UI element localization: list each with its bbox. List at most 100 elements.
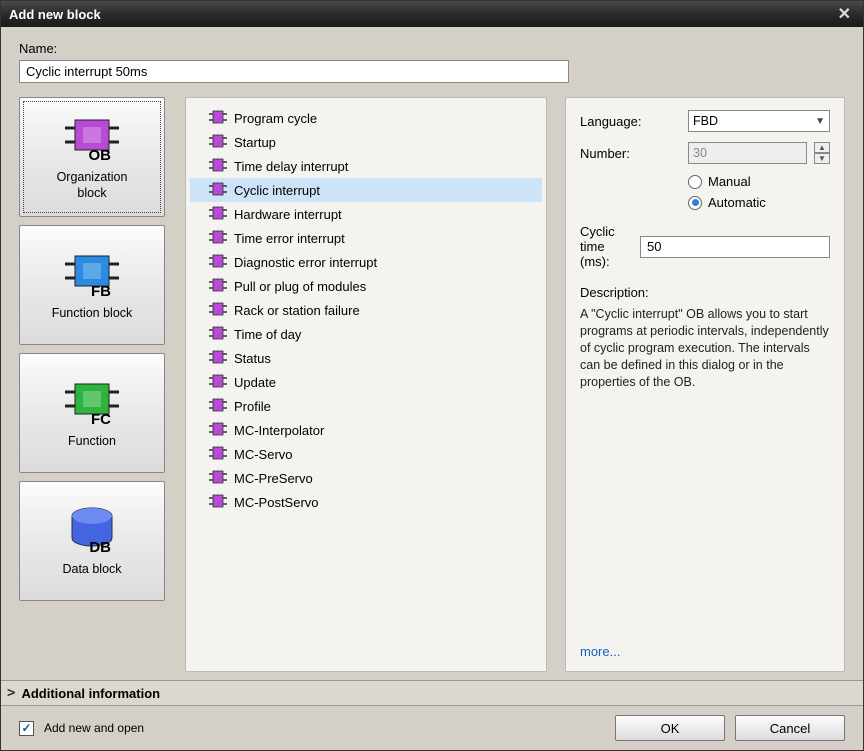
name-label: Name: (19, 41, 845, 56)
block-type-fb[interactable]: FB Function block (19, 225, 165, 345)
ob-icon (208, 469, 228, 488)
cyclic-row: Cyclic time (ms): (580, 224, 830, 269)
ob-item[interactable]: Cyclic interrupt (190, 178, 542, 202)
ob-item-label: Pull or plug of modules (234, 279, 366, 294)
ob-item[interactable]: Time of day (190, 322, 542, 346)
ob-item-label: MC-Interpolator (234, 423, 324, 438)
ob-icon (208, 181, 228, 200)
spinner-up-icon[interactable]: ▲ (814, 142, 830, 153)
block-type-db[interactable]: DB Data block (19, 481, 165, 601)
ob-item[interactable]: Program cycle (190, 106, 542, 130)
additional-info-label: Additional information (21, 686, 160, 701)
more-link[interactable]: more... (580, 644, 830, 659)
ob-item[interactable]: Hardware interrupt (190, 202, 542, 226)
ob-item[interactable]: Profile (190, 394, 542, 418)
number-label: Number: (580, 146, 680, 161)
ob-icon (208, 397, 228, 416)
ob-icon (208, 493, 228, 512)
ob-icon (208, 325, 228, 344)
ob-item[interactable]: Update (190, 370, 542, 394)
ob-item[interactable]: MC-Interpolator (190, 418, 542, 442)
svg-text:FC: FC (91, 411, 111, 428)
radio-icon (688, 175, 702, 189)
cyclic-time-input[interactable] (640, 236, 830, 258)
ob-item-label: Status (234, 351, 271, 366)
description-body: A "Cyclic interrupt" OB allows you to st… (580, 306, 830, 390)
automatic-label: Automatic (708, 195, 766, 210)
block-type-label: Organizationblock (57, 170, 128, 201)
content-area: Name: OB Organizationblock FB Function b… (1, 27, 863, 680)
close-icon[interactable]: ✕ (834, 4, 855, 24)
block-type-label: Function block (52, 306, 133, 322)
ob-item[interactable]: Pull or plug of modules (190, 274, 542, 298)
chevron-down-icon: ▼ (815, 116, 825, 127)
main-row: OB Organizationblock FB Function block F… (19, 97, 845, 672)
radio-manual[interactable]: Manual (688, 174, 830, 189)
ok-button[interactable]: OK (615, 715, 725, 741)
ob-icon (208, 445, 228, 464)
ob-item-label: Rack or station failure (234, 303, 360, 318)
properties-panel: Language: FBD ▼ Number: 30 ▲ ▼ (565, 97, 845, 672)
add-open-checkbox[interactable]: ✓ (19, 721, 34, 736)
ob-item[interactable]: Startup (190, 130, 542, 154)
titlebar: Add new block ✕ (1, 1, 863, 27)
radio-automatic[interactable]: Automatic (688, 195, 830, 210)
number-input: 30 (688, 142, 807, 164)
ob-item[interactable]: Diagnostic error interrupt (190, 250, 542, 274)
block-type-ob[interactable]: OB Organizationblock (19, 97, 165, 217)
svg-text:FB: FB (91, 283, 111, 300)
chevron-right-icon: > (7, 685, 15, 701)
dialog-title: Add new block (9, 7, 101, 22)
ob-item-label: MC-PostServo (234, 495, 319, 510)
cyclic-label: Cyclic time (ms): (580, 224, 632, 269)
additional-info-expander[interactable]: > Additional information (1, 680, 863, 706)
block-type-label: Data block (62, 562, 121, 578)
block-type-column: OB Organizationblock FB Function block F… (19, 97, 167, 672)
cancel-button[interactable]: Cancel (735, 715, 845, 741)
number-spinner[interactable]: ▲ ▼ (814, 142, 830, 164)
number-value: 30 (693, 146, 707, 160)
ob-icon (208, 349, 228, 368)
ob-item-label: Hardware interrupt (234, 207, 342, 222)
block-type-fc[interactable]: FC Function (19, 353, 165, 473)
spinner-down-icon[interactable]: ▼ (814, 153, 830, 164)
ob-icon (208, 421, 228, 440)
language-select[interactable]: FBD ▼ (688, 110, 830, 132)
ob-icon (208, 373, 228, 392)
svg-text:DB: DB (89, 539, 111, 556)
language-row: Language: FBD ▼ (580, 110, 830, 132)
ob-item[interactable]: Status (190, 346, 542, 370)
ob-icon (208, 157, 228, 176)
number-row: Number: 30 ▲ ▼ (580, 142, 830, 164)
ob-item-label: MC-Servo (234, 447, 293, 462)
description-label: Description: (580, 285, 830, 300)
language-label: Language: (580, 114, 680, 129)
name-section: Name: (19, 41, 845, 83)
ob-icon (208, 109, 228, 128)
ob-item-label: Profile (234, 399, 271, 414)
ob-item-label: Time of day (234, 327, 301, 342)
ob-item-label: Program cycle (234, 111, 317, 126)
ob-item[interactable]: MC-Servo (190, 442, 542, 466)
ob-item[interactable]: MC-PostServo (190, 490, 542, 514)
add-open-label: Add new and open (44, 721, 144, 735)
ob-item-label: Time error interrupt (234, 231, 345, 246)
ob-item[interactable]: Time delay interrupt (190, 154, 542, 178)
ob-item-label: Diagnostic error interrupt (234, 255, 377, 270)
ob-item[interactable]: MC-PreServo (190, 466, 542, 490)
ob-item-label: Time delay interrupt (234, 159, 348, 174)
add-new-block-dialog: Add new block ✕ Name: OB Organizationblo… (0, 0, 864, 751)
footer: ✓ Add new and open OK Cancel (1, 706, 863, 750)
ob-list: Program cycle Startup Time delay interru… (185, 97, 547, 672)
ob-item[interactable]: Time error interrupt (190, 226, 542, 250)
ob-icon (208, 133, 228, 152)
name-input[interactable] (19, 60, 569, 83)
ob-item-label: Startup (234, 135, 276, 150)
ob-icon (208, 205, 228, 224)
block-type-label: Function (68, 434, 116, 450)
ob-item-label: Update (234, 375, 276, 390)
ob-icon (208, 253, 228, 272)
ob-icon (208, 277, 228, 296)
ob-item[interactable]: Rack or station failure (190, 298, 542, 322)
language-value: FBD (693, 114, 718, 128)
